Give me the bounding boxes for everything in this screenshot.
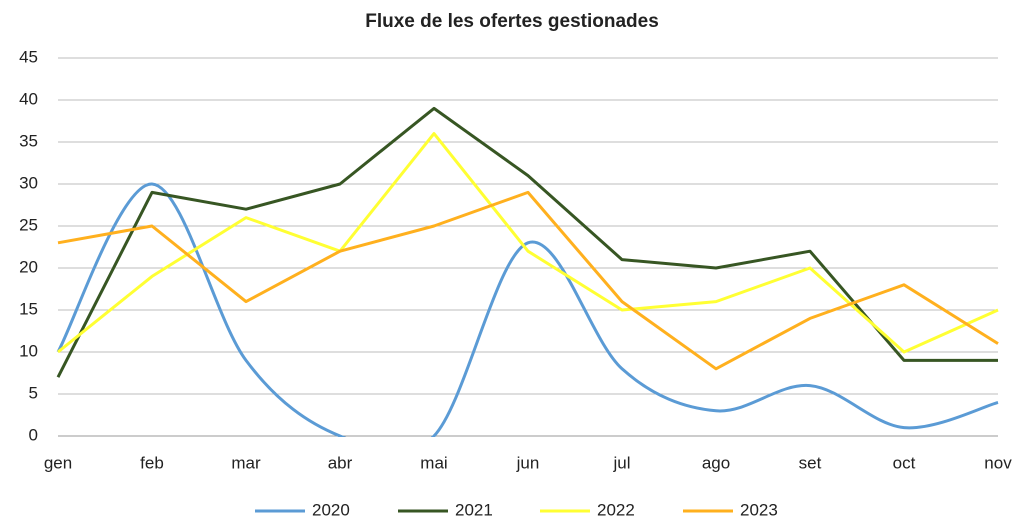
legend-label: 2020 (312, 500, 350, 519)
x-tick-label: oct (893, 453, 916, 472)
series-line (57, 190, 999, 371)
y-tick-label: 25 (19, 215, 38, 234)
x-tick-label: gen (44, 453, 72, 472)
series-line (57, 132, 999, 354)
y-tick-label: 45 (19, 47, 38, 66)
y-tick-label: 0 (29, 425, 38, 444)
x-tick-label: feb (140, 453, 164, 472)
x-tick-label: jun (516, 453, 540, 472)
x-tick-label: mar (231, 453, 261, 472)
y-tick-label: 20 (19, 257, 38, 276)
chart-title: Fluxe de les ofertes gestionades (365, 11, 659, 32)
x-tick-label: ago (702, 453, 730, 472)
y-tick-label: 40 (19, 89, 38, 108)
legend-label: 2022 (597, 500, 635, 519)
series-line (56, 106, 998, 378)
x-tick-label: mai (420, 453, 447, 472)
legend-label: 2021 (455, 500, 493, 519)
x-tick-label: nov (984, 453, 1012, 472)
x-tick-label: jul (612, 453, 630, 472)
x-tick-label: set (799, 453, 822, 472)
y-tick-label: 15 (19, 299, 38, 318)
x-tick-label: abr (328, 453, 353, 472)
legend-label: 2023 (740, 500, 778, 519)
y-tick-label: 5 (29, 383, 38, 402)
series-line (56, 182, 999, 437)
y-tick-label: 10 (19, 341, 38, 360)
y-tick-label: 30 (19, 173, 38, 192)
y-tick-label: 35 (19, 131, 38, 150)
